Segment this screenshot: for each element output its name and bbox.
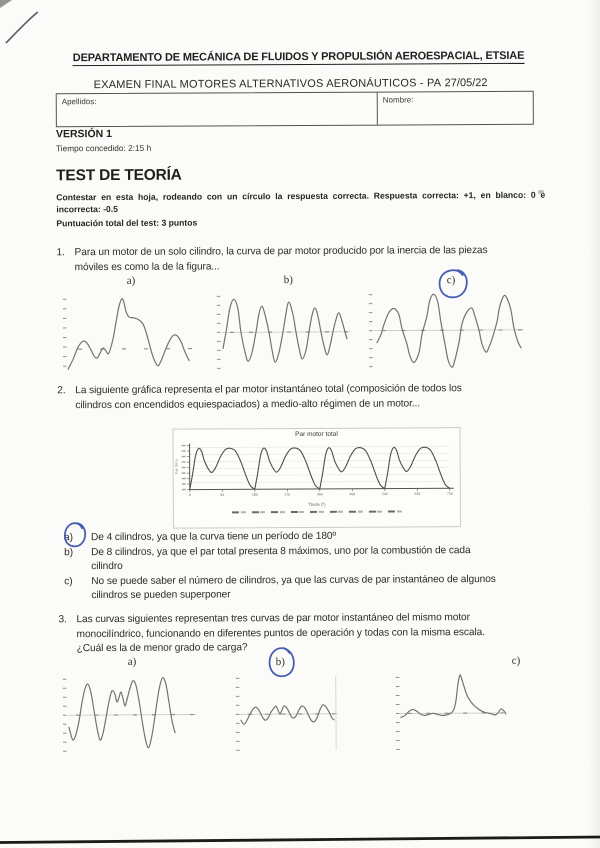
q2-option-b: b) De 8 cilindros, ya que el par total p… (64, 544, 496, 575)
option-line: De 4 cilindros, ya que la curva tiene un… (91, 530, 337, 544)
test-total-points: Puntuación total del test: 3 puntos (56, 217, 198, 229)
svg-text:Par (Nm): Par (Nm) (175, 459, 179, 474)
figure-q1-a (62, 298, 193, 370)
option-line: No se puede saber el número de cilindros… (91, 573, 496, 587)
version-label: VERSIÓN 1 (55, 127, 112, 141)
question-2: 2. La siguiente gráfica representa el pa… (57, 382, 562, 414)
legend-item (310, 510, 324, 514)
q2-chart-legend (174, 509, 460, 514)
legend-item (349, 510, 363, 513)
svg-text:540: 540 (382, 492, 388, 496)
svg-text:270: 270 (284, 493, 290, 497)
scan-corner-artifact (0, 0, 12, 8)
question-1-number: 1. (56, 247, 65, 259)
q2-option-c: c) No se puede saber el número de cilind… (64, 573, 496, 604)
figure-label-q3-c: c) (511, 654, 521, 667)
pen-circle-q3-option-b (268, 647, 295, 678)
svg-text:0: 0 (189, 493, 191, 497)
scan-smudge-artifact (538, 190, 544, 194)
instructions-line: incorrecta: -0.5 (56, 203, 118, 215)
svg-text:630: 630 (414, 492, 420, 496)
question-3-number: 3. (58, 614, 67, 626)
figure-label-q1-a: a) (126, 274, 136, 287)
legend-item (368, 510, 383, 513)
apellidos-label: Apellidos: (61, 97, 97, 107)
question-2-number: 2. (57, 385, 66, 397)
svg-text:90: 90 (220, 493, 224, 497)
test-instructions: Contestar en esta hoja, rodeando con un … (56, 189, 545, 216)
q2-chart-xlabel: Theta (º) (308, 501, 326, 507)
question-line: móviles es como la de la figura... (74, 261, 220, 273)
pen-circle-q1-option-c (438, 269, 468, 299)
legend-item (290, 510, 305, 514)
department-title: DEPARTAMENTO DE MECÁNICA DE FLUIDOS Y PR… (72, 49, 525, 67)
pen-circle-q2-option-a (63, 522, 87, 548)
figure-label-q1-b: b) (283, 274, 293, 287)
legend-item (232, 510, 246, 514)
svg-text:180: 180 (252, 493, 258, 497)
legend-item (251, 510, 266, 514)
figure-q3-a (62, 677, 196, 752)
legend-item (271, 510, 285, 514)
q2-chart: Par motor total 0 90 180 270 360 450 540 630 720… (172, 427, 461, 529)
test-title: TEST DE TEORÍA (56, 166, 182, 185)
scan-edge-shadow (588, 0, 600, 848)
svg-text:720: 720 (447, 492, 453, 496)
scan-bottom-edge (0, 835, 600, 844)
q2-options: a) De 4 cilindros, ya que la curva tiene… (64, 529, 496, 604)
figure-q3-c (395, 674, 507, 751)
figure-label-q3-a: a) (127, 655, 137, 668)
name-box-divider (376, 92, 378, 125)
question-line: ¿Cuál es la de menor grado de carga? (76, 642, 248, 655)
question-3: 3. Las curvas siguientes representan tre… (58, 611, 563, 657)
exam-title: EXAMEN FINAL MOTORES ALTERNATIVOS AERONÁ… (93, 77, 442, 92)
figure-q1-c (368, 293, 524, 368)
exam-date: 27/05/22 (444, 77, 488, 90)
figure-q1-b (216, 295, 350, 369)
name-box: Apellidos: Nombre: (55, 90, 534, 128)
nombre-label: Nombre: (382, 95, 414, 105)
legend-item (329, 510, 344, 514)
svg-text:450: 450 (349, 492, 355, 496)
legend-item (388, 510, 402, 513)
svg-text:360: 360 (317, 492, 323, 496)
option-line: De 8 cilindros, ya que el par total pres… (91, 544, 471, 558)
q2-chart-plot: 0 90 180 270 360 450 540 630 720 Par (Nm) (175, 443, 454, 497)
instructions-line: Contestar en esta hoja, rodeando con un … (56, 189, 546, 203)
figure-q3-b (235, 675, 338, 751)
pen-stroke-mark (5, 11, 39, 44)
option-label: c) (64, 575, 73, 588)
question-1: 1. Para un motor de un solo cilindro, la… (57, 244, 562, 276)
time-allowed: Tiempo concedido: 2:15 h (55, 142, 152, 154)
header: DEPARTAMENTO DE MECÁNICA DE FLUIDOS Y PR… (0, 45, 599, 67)
option-line: cilindros se pueden superponer (91, 589, 231, 602)
question-line: cilindros con encendidos equiespaciados)… (75, 397, 421, 411)
